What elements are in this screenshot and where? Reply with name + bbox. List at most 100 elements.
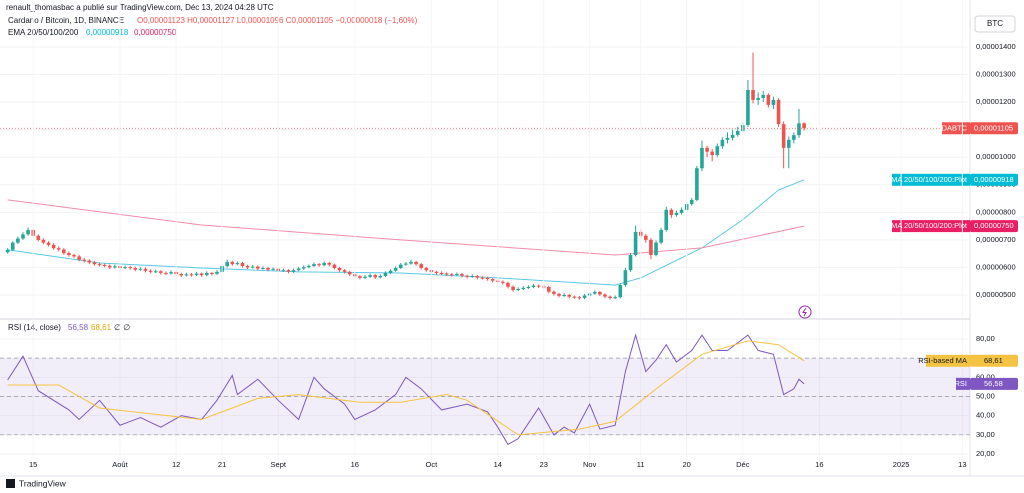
candle-body <box>802 123 806 129</box>
candle-body <box>113 266 117 268</box>
price-label-box <box>892 173 970 186</box>
candle-body <box>511 286 515 291</box>
candle-body <box>301 267 306 269</box>
candle-body <box>776 99 781 125</box>
candle-body <box>592 291 597 294</box>
price-label-box <box>892 220 970 233</box>
y-tick-label: 0,00001400 <box>976 42 1016 51</box>
ema-value: 0,00000750 <box>134 28 177 37</box>
candle-body <box>644 235 648 240</box>
candle-body <box>189 274 194 276</box>
candle-body <box>143 268 148 271</box>
candle-body <box>450 274 454 276</box>
candle-body <box>465 275 469 277</box>
publisher: renault_thomasbac a publié sur TradingVi… <box>6 3 274 12</box>
candle-body <box>756 97 760 100</box>
candle-body <box>393 267 398 271</box>
x-tick-label: Nov <box>583 460 597 469</box>
candle-body <box>480 277 485 279</box>
candle-body <box>455 274 459 276</box>
candle-body <box>618 285 623 298</box>
candle-body <box>674 212 679 216</box>
candle-body <box>184 274 189 276</box>
candle-body <box>531 285 536 287</box>
price-label-box <box>970 354 1018 367</box>
candle-body <box>342 270 347 272</box>
x-tick-label: 15 <box>29 460 37 469</box>
candle-body <box>123 267 127 269</box>
y-tick-label: 0,00001200 <box>976 97 1016 106</box>
candle-body <box>82 259 87 261</box>
candle-body <box>317 264 321 266</box>
candle-body <box>613 297 617 299</box>
currency-box[interactable] <box>974 15 1016 33</box>
candle-body <box>689 199 694 205</box>
candle-body <box>199 273 204 276</box>
candle-body <box>153 271 158 273</box>
candle-body <box>398 264 403 268</box>
candle-body <box>792 135 796 140</box>
candle-body <box>572 296 577 298</box>
candle-body <box>235 263 240 265</box>
price-label-value: 0,00001105 <box>974 123 1013 132</box>
ema-legend: EMA 20/50/100/200 <box>8 28 79 37</box>
candle-body <box>730 134 735 138</box>
candle-body <box>296 268 301 271</box>
price-label-name: EMA 20/50/100/200:Plot <box>886 221 968 230</box>
x-tick-label: Déc <box>736 460 750 469</box>
price-label-box <box>926 354 970 367</box>
candle-body <box>434 271 439 273</box>
candle-body <box>87 260 92 263</box>
candle-body <box>781 124 786 148</box>
candle-body <box>373 275 378 278</box>
candle-body <box>470 275 475 277</box>
candle-body <box>225 261 229 267</box>
candle-body <box>485 277 490 280</box>
candle-body <box>633 231 638 256</box>
candle-body <box>327 263 332 265</box>
price-label-box <box>970 173 1018 186</box>
x-tick-label: 23 <box>540 460 548 469</box>
candle-body <box>77 256 81 260</box>
y-tick-label: 0,00000800 <box>976 207 1016 216</box>
price-label-value: 68,61 <box>984 356 1003 365</box>
y-tick-label: 0,00000600 <box>976 262 1016 271</box>
y-tick-label: 30,00 <box>976 430 995 439</box>
candle-body <box>194 273 199 275</box>
x-tick-label: 2025 <box>893 460 910 469</box>
rsi-value: ∅ ∅ <box>114 323 130 332</box>
x-tick-label: 12 <box>172 460 180 469</box>
x-tick-label: Août <box>112 460 128 469</box>
candle-body <box>16 238 20 243</box>
candle-body <box>5 249 10 253</box>
candle-body <box>521 287 526 289</box>
candle-body <box>46 242 51 245</box>
candle-body <box>700 147 704 169</box>
x-tick-label: Sept <box>271 460 287 469</box>
candle-body <box>669 209 674 216</box>
candle-body <box>210 272 214 274</box>
candle-body <box>230 261 235 265</box>
candle-body <box>439 272 444 274</box>
candle-body <box>797 123 801 136</box>
candle-body <box>715 146 720 156</box>
price-label-box <box>970 220 1018 233</box>
ohlc: O0,00001123 H0,00001127 L0,00001096 C0,0… <box>137 16 418 25</box>
candle-body <box>51 244 56 249</box>
candle-body <box>516 288 520 291</box>
candle-body <box>148 270 153 272</box>
price-label-name: RSI-based MA <box>918 356 967 365</box>
candle-body <box>444 273 449 275</box>
rsi-value: 68,61 <box>91 323 112 332</box>
x-tick-label: 16 <box>815 460 823 469</box>
candle-body <box>363 276 367 278</box>
candle-body <box>56 248 61 250</box>
brand: TradingView <box>19 478 67 488</box>
candle-body <box>179 274 184 276</box>
candle-body <box>460 274 464 276</box>
candle-body <box>654 242 658 256</box>
candle-body <box>245 266 250 268</box>
